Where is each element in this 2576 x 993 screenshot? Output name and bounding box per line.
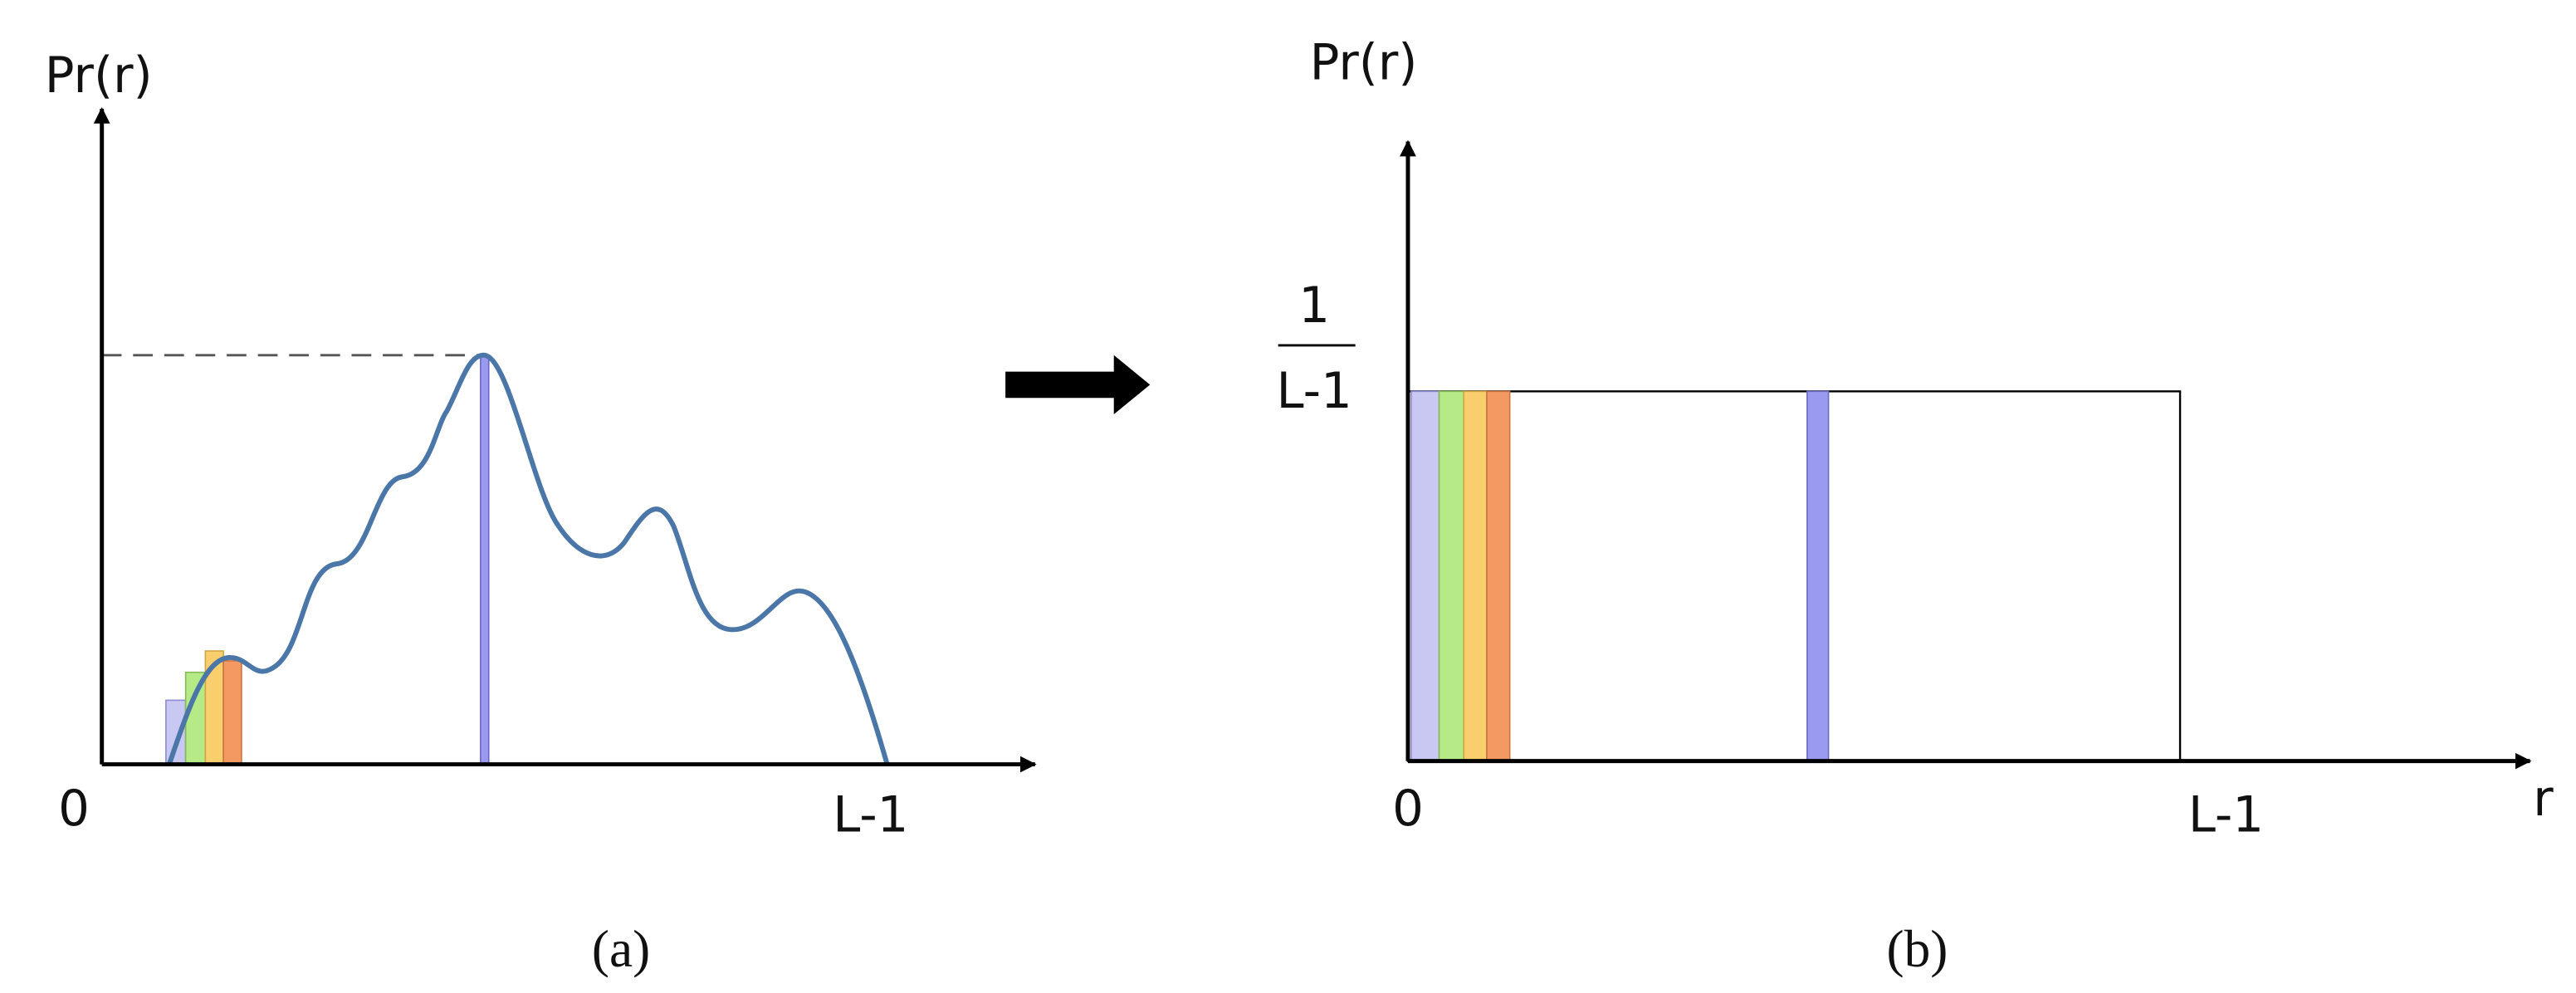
x-label: r [2533, 770, 2554, 827]
level-denominator: L-1 [1277, 362, 1352, 419]
peak-bin [1806, 390, 1830, 762]
bin [1410, 390, 1440, 762]
bin [1463, 390, 1488, 762]
y-label: Pr(r) [1310, 33, 1418, 90]
panel-b: Pr(r) 1 L-1 0 L-1 r (b) [1277, 33, 2554, 978]
bin [1438, 390, 1465, 762]
uniform-box [1406, 390, 2182, 762]
y-label: Pr(r) [45, 46, 153, 104]
level-numerator: 1 [1298, 276, 1330, 334]
bin [222, 660, 242, 766]
bin [1486, 390, 1511, 762]
origin-label: 0 [1392, 780, 1424, 837]
caption: (a) [592, 920, 650, 978]
bin [184, 671, 207, 766]
peak-bin [480, 355, 490, 766]
panel-a: Pr(r) 0 L-1 (a) [45, 46, 1037, 978]
curve [167, 352, 890, 766]
x-end-label: L-1 [2188, 786, 2264, 844]
x-end-label: L-1 [833, 786, 908, 844]
caption: (b) [1887, 920, 1948, 978]
origin-label: 0 [58, 780, 90, 837]
transform-arrow [1005, 355, 1151, 415]
